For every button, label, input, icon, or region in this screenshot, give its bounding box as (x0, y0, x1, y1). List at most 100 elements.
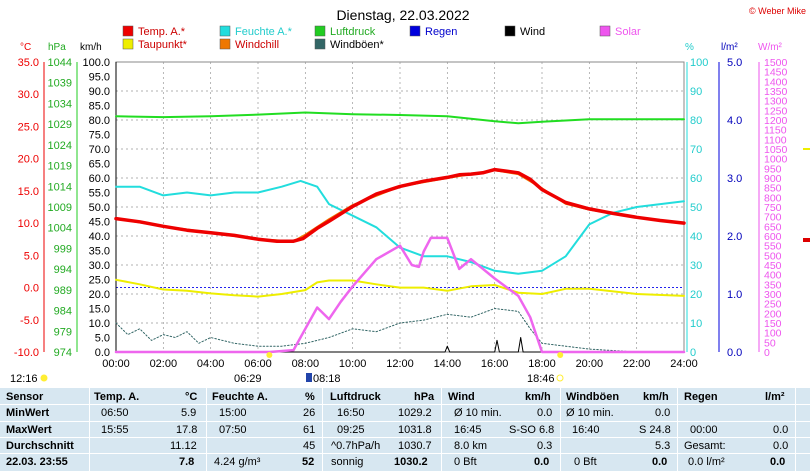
kmh-tick: 40.0 (89, 231, 110, 243)
kmh-tick: 5.0 (95, 333, 110, 345)
cur-temp: 7.8 (179, 456, 195, 468)
legend-swatch (314, 25, 326, 37)
cur-hum-abs: 4.24 g/m³ (214, 456, 261, 468)
wm2-tick: 100 (764, 328, 782, 340)
legend-swatch (314, 38, 326, 50)
time-tick: 18:00 (528, 358, 556, 370)
legend-swatch (122, 25, 134, 37)
sunset-moon-icon (556, 374, 564, 382)
min-wind-label: Ø 10 min. (454, 407, 502, 419)
time-tick: 14:00 (434, 358, 462, 370)
statistics-table: Sensor Temp. A. °C Feuchte A. % Luftdruc… (0, 388, 810, 471)
header-press-unit: hPa (414, 391, 435, 403)
wm2-tick: 1200 (764, 115, 788, 127)
legend-swatch (219, 38, 231, 50)
avg-hum: 45 (303, 440, 316, 452)
wm2-tick: 0 (764, 347, 770, 359)
pct-tick: 0 (690, 347, 696, 359)
unit-kmh: km/h (80, 42, 102, 53)
series-lines (114, 111, 810, 354)
wm2-tick: 1350 (764, 86, 788, 98)
avg-temp: 11.12 (170, 440, 197, 452)
header-wind: Wind (448, 391, 475, 403)
kmh-tick: 10.0 (89, 318, 110, 330)
lm2-tick: 1.0 (727, 289, 742, 301)
sunset-icon (557, 352, 564, 358)
series-luftdruck (115, 111, 685, 125)
rain-total-label: Gesamt: (684, 440, 726, 452)
min-gust-label: Ø 10 min. (566, 407, 614, 419)
kmh-tick: 60.0 (89, 173, 110, 185)
time-tick: 08:00 (292, 358, 320, 370)
wm2-tick: 1250 (764, 105, 788, 117)
cur-gust: 0.0 (652, 456, 668, 468)
wm2-tick: 950 (764, 163, 782, 175)
max-gust-time: 16:40 (572, 424, 600, 436)
kmh-tick: 50.0 (89, 202, 110, 214)
celsius-tick: -5.0 (20, 315, 39, 327)
min-press-time: 16:50 (337, 407, 365, 419)
kmh-tick: 85.0 (89, 101, 110, 113)
max-gust: S 24.8 (639, 424, 671, 436)
row-min-label: MinWert (6, 407, 50, 419)
press-trend: ^0.7hPa/h (331, 440, 381, 452)
min-hum: 26 (303, 407, 316, 419)
header-temp: Temp. A. (94, 391, 140, 403)
header-hum: Feuchte A. (212, 391, 268, 403)
wm2-tick: 900 (764, 173, 782, 185)
hpa-tick: 1004 (48, 223, 72, 235)
celsius-tick: 30.0 (18, 89, 39, 101)
celsius-tick: 10.0 (18, 218, 39, 230)
series-windb-en (115, 308, 685, 353)
cur-wind: 0.0 (534, 456, 550, 468)
wm2-tick: 500 (764, 250, 782, 262)
legend-swatch (122, 38, 134, 50)
celsius-tick: 5.0 (24, 250, 39, 262)
row-max-label: MaxWert (6, 424, 52, 436)
row-current-label: 22.03. 23:55 (6, 456, 68, 468)
kmh-tick: 35.0 (89, 246, 110, 258)
cur-gust-bft: 0 Bft (574, 456, 597, 468)
hpa-tick: 1044 (48, 57, 72, 69)
cur-wind-bft: 0 Bft (454, 456, 477, 468)
pct-tick: 100 (690, 57, 708, 69)
time-tick: 24:00 (670, 358, 698, 370)
legend-swatch (219, 25, 231, 37)
rain-total: 0.0 (773, 440, 789, 452)
wm2-tick: 200 (764, 308, 782, 320)
moonrise-time: 12:16 (10, 373, 38, 385)
lm2-tick: 5.0 (727, 57, 742, 69)
wm2-tick: 850 (764, 183, 782, 195)
header-rain-unit: l/m² (765, 391, 785, 403)
sunrise-visible-time: 08:18 (313, 373, 341, 385)
kmh-tick: 65.0 (89, 159, 110, 171)
wm2-tick: 450 (764, 260, 782, 272)
cur-rain: 0.0 (770, 456, 786, 468)
series-temp-a (114, 167, 686, 243)
sunrise-time: 06:29 (234, 373, 262, 385)
wm2-tick: 550 (764, 241, 782, 253)
wind-distance: 8.0 km (454, 440, 488, 452)
legend-swatch (409, 25, 421, 37)
min-hum-time: 15:00 (219, 407, 247, 419)
pct-tick: 80 (690, 115, 702, 127)
kmh-tick: 80.0 (89, 115, 110, 127)
kmh-tick: 100.0 (82, 57, 110, 69)
kmh-tick: 0.0 (95, 347, 110, 359)
time-tick: 06:00 (244, 358, 272, 370)
kmh-tick: 70.0 (89, 144, 110, 156)
pct-tick: 90 (690, 86, 702, 98)
hpa-tick: 1024 (48, 140, 72, 152)
wm2-tick: 600 (764, 231, 782, 243)
pct-tick: 20 (690, 289, 702, 301)
cur-rain-lm2: 0.0 l/m² (688, 456, 725, 468)
legend-label: Windchill (235, 39, 279, 51)
wm2-tick: 1450 (764, 67, 788, 79)
time-tick: 04:00 (197, 358, 225, 370)
kmh-tick: 45.0 (89, 217, 110, 229)
wm2-tick: 1500 (764, 57, 788, 69)
grid (43, 61, 760, 353)
weather-state: sonnig (331, 456, 364, 468)
avg-press: 1030.7 (398, 440, 432, 452)
lm2-tick: 4.0 (727, 115, 742, 127)
